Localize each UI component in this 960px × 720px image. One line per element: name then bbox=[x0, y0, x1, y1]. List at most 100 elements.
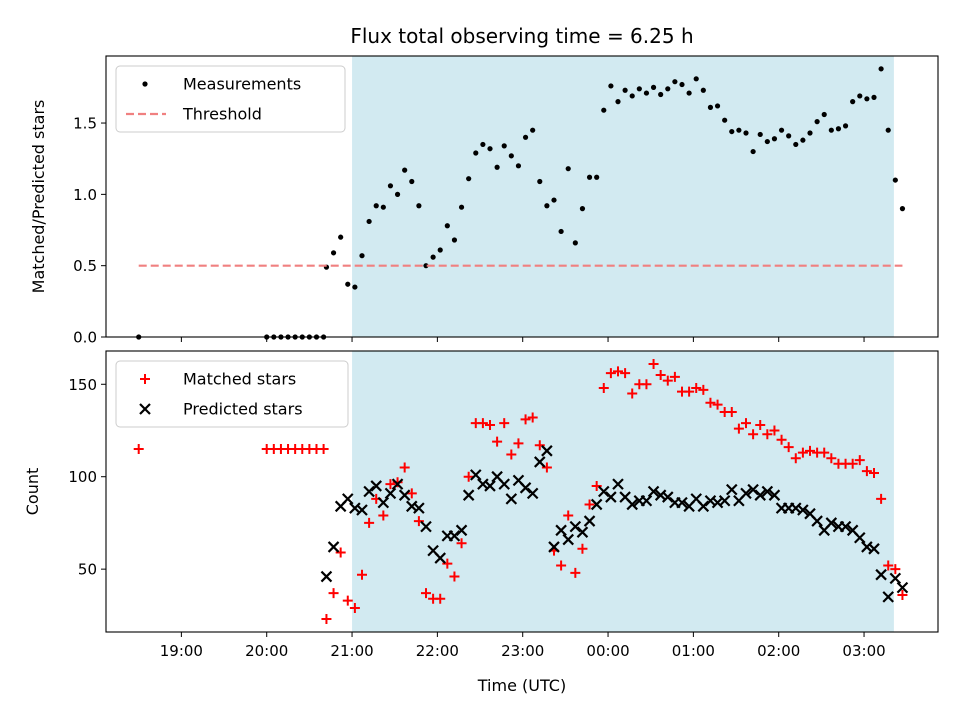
data-point bbox=[875, 568, 887, 581]
data-point bbox=[658, 91, 664, 98]
data-point bbox=[398, 489, 411, 501]
data-point bbox=[876, 493, 887, 504]
data-point bbox=[714, 103, 721, 109]
data-point bbox=[492, 436, 503, 447]
data-point bbox=[842, 123, 849, 129]
data-point bbox=[743, 130, 749, 136]
data-point bbox=[387, 183, 394, 189]
data-point bbox=[485, 419, 495, 430]
data-point bbox=[342, 595, 353, 606]
data-point bbox=[778, 127, 785, 133]
data-point bbox=[835, 126, 842, 132]
data-point bbox=[622, 87, 628, 93]
data-point bbox=[402, 167, 408, 173]
legend-label: Threshold bbox=[182, 105, 262, 124]
data-point bbox=[676, 496, 688, 509]
data-point bbox=[629, 93, 635, 99]
legend: Matched stars Predicted stars bbox=[115, 360, 349, 428]
data-point bbox=[519, 482, 532, 494]
data-point bbox=[416, 203, 422, 209]
series-matched-stars bbox=[133, 358, 908, 625]
data-point bbox=[790, 453, 801, 464]
data-point bbox=[627, 388, 638, 399]
data-point bbox=[807, 130, 813, 136]
data-point bbox=[577, 543, 588, 554]
legend-swatch bbox=[142, 81, 148, 87]
data-point bbox=[563, 510, 574, 521]
data-point bbox=[470, 469, 482, 481]
data-point bbox=[391, 478, 404, 490]
data-point bbox=[570, 567, 581, 578]
legend-label: Measurements bbox=[183, 75, 301, 94]
data-point bbox=[726, 483, 738, 496]
data-point bbox=[133, 443, 144, 454]
data-point bbox=[871, 94, 877, 100]
data-point bbox=[366, 218, 372, 225]
data-point bbox=[700, 87, 706, 93]
data-point bbox=[318, 443, 329, 454]
data-point bbox=[394, 191, 401, 197]
data-point bbox=[797, 504, 809, 516]
data-point bbox=[601, 107, 607, 113]
data-point bbox=[456, 538, 467, 549]
data-point bbox=[442, 558, 453, 569]
data-point bbox=[473, 150, 479, 156]
data-point bbox=[373, 203, 379, 209]
data-point bbox=[430, 254, 436, 260]
data-point bbox=[380, 204, 386, 210]
x-axis-label: Time (UTC) bbox=[477, 676, 566, 695]
data-point bbox=[854, 531, 866, 544]
data-point bbox=[771, 136, 778, 142]
data-point bbox=[733, 423, 744, 434]
data-point bbox=[736, 127, 742, 133]
data-point bbox=[826, 453, 837, 464]
data-point bbox=[686, 90, 692, 96]
data-point bbox=[892, 177, 898, 183]
data-point bbox=[556, 560, 567, 571]
data-point bbox=[672, 79, 678, 85]
data-point bbox=[598, 382, 609, 393]
data-point bbox=[541, 462, 552, 473]
data-point bbox=[800, 137, 806, 143]
data-point bbox=[747, 483, 759, 496]
y-tick-label: 1.0 bbox=[73, 186, 97, 204]
y-tick-label: 100 bbox=[68, 468, 97, 486]
data-point bbox=[466, 176, 472, 182]
data-point bbox=[530, 127, 536, 133]
data-point bbox=[364, 517, 375, 528]
data-point bbox=[869, 468, 879, 479]
data-point bbox=[712, 399, 723, 410]
data-point bbox=[534, 456, 546, 468]
data-point bbox=[558, 228, 564, 235]
data-point bbox=[385, 479, 396, 490]
data-point bbox=[409, 178, 415, 185]
data-point bbox=[805, 445, 815, 456]
x-tick-label: 03:00 bbox=[842, 642, 885, 660]
legend-box bbox=[115, 360, 349, 428]
data-point bbox=[761, 485, 774, 498]
data-point bbox=[648, 358, 659, 369]
data-point bbox=[384, 487, 397, 500]
data-point bbox=[643, 90, 650, 96]
data-point bbox=[363, 485, 375, 498]
data-point bbox=[544, 203, 550, 209]
data-point bbox=[505, 493, 518, 505]
data-point bbox=[548, 541, 560, 553]
data-point bbox=[520, 414, 531, 425]
data-point bbox=[693, 76, 699, 82]
data-point bbox=[729, 128, 735, 135]
data-point bbox=[764, 138, 770, 145]
data-point bbox=[345, 281, 351, 287]
data-point bbox=[762, 429, 773, 440]
data-point bbox=[698, 384, 709, 395]
data-point bbox=[878, 66, 884, 72]
data-point bbox=[562, 533, 574, 546]
data-point bbox=[655, 370, 666, 381]
data-point bbox=[434, 552, 446, 564]
data-point bbox=[786, 133, 792, 139]
data-point bbox=[320, 570, 333, 583]
data-point bbox=[377, 496, 390, 509]
data-point bbox=[665, 86, 671, 92]
data-point bbox=[399, 462, 410, 473]
data-point bbox=[551, 197, 557, 203]
